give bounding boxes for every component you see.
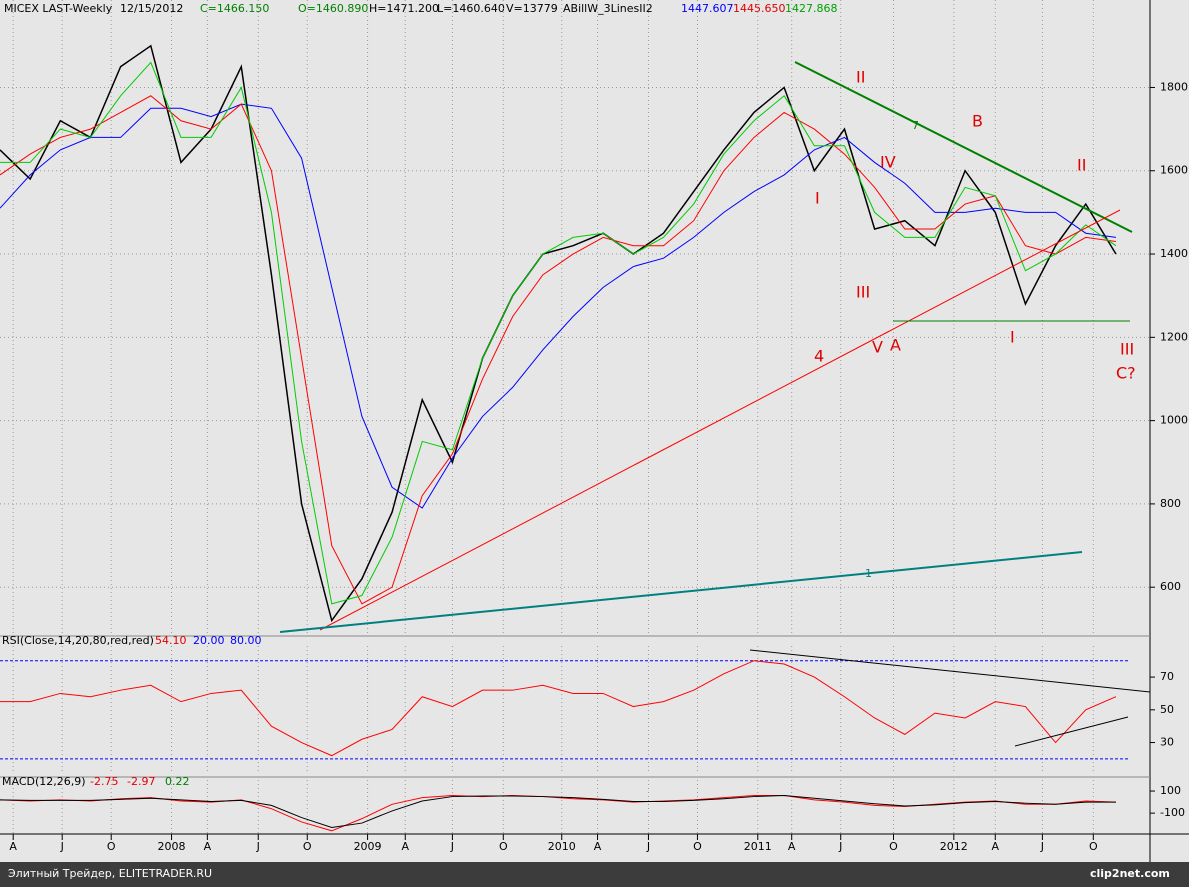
close: C=1466.150 (200, 2, 269, 15)
x-tick-label: A (788, 840, 796, 853)
series-line (0, 44, 1117, 623)
footer-brand[interactable]: clip2net.com (1090, 867, 1170, 880)
wave-label: A (890, 336, 901, 355)
x-tick-label: O (693, 840, 702, 853)
ind2: 1445.650 (733, 2, 786, 15)
line-label: 7 (912, 119, 919, 132)
x-tick-label: A (594, 840, 602, 853)
x-tick-label: A (992, 840, 1000, 853)
rsi-high: 80.00 (230, 634, 262, 647)
y-tick-label: 600 (1160, 580, 1181, 593)
x-tick-label: A (9, 840, 17, 853)
series-line (0, 61, 1117, 605)
y-tick-label: 30 (1160, 736, 1174, 749)
trend-line (279, 551, 1083, 633)
x-tick-label: J (646, 840, 650, 853)
rsi-last: 54.10 (155, 634, 187, 647)
x-tick-label: J (838, 840, 842, 853)
x-tick-label: J (450, 840, 454, 853)
line-label: 1 (865, 567, 872, 580)
y-tick-label: 1800 (1160, 80, 1188, 93)
x-tick-label: A (204, 840, 212, 853)
wave-label: III (1120, 340, 1134, 359)
ind1: 1447.607 (681, 2, 734, 15)
date: 12/15/2012 (120, 2, 183, 15)
drawings (279, 61, 1151, 747)
x-tick-label: 2010 (548, 840, 576, 853)
y-tick-label: 1400 (1160, 247, 1188, 260)
y-tick-label: 100 (1160, 784, 1181, 797)
wave-label: III (856, 283, 870, 302)
open: O=1460.890 (298, 2, 368, 15)
x-tick-label: O (889, 840, 898, 853)
y-tick-label: 1000 (1160, 414, 1188, 427)
header: MICEX LAST-Weekly 12/15/2012 C=1466.150 … (4, 2, 838, 15)
wave-label: V (872, 338, 883, 357)
x-tick-label: J (60, 840, 64, 853)
wave-label: IV (880, 153, 896, 172)
wave-label: II (1077, 156, 1086, 175)
macd-value: -2.75 (90, 775, 118, 788)
ind3: 1427.868 (785, 2, 838, 15)
y-tick-label: -100 (1160, 806, 1185, 819)
x-tick-label: O (499, 840, 508, 853)
x-tick-label: 2011 (744, 840, 772, 853)
x-tick-label: A (402, 840, 410, 853)
x-tick-label: 2008 (158, 840, 186, 853)
macd-title: MACD(12,26,9) (2, 775, 86, 788)
annotations: II 7 B IV I II III V A 4 I III C? 1 (814, 68, 1136, 581)
macd-hist: 0.22 (165, 775, 190, 788)
series-line (0, 660, 1117, 757)
wave-label: I (1010, 328, 1015, 347)
x-tick-label: O (107, 840, 116, 853)
trend-line (319, 209, 1121, 631)
x-tick-label: O (303, 840, 312, 853)
series-line (0, 103, 1116, 509)
x-tick-label: J (256, 840, 260, 853)
series-line (0, 794, 1116, 828)
wave-label: II (856, 68, 865, 87)
y-tick-label: 50 (1160, 703, 1174, 716)
indicator: ABillW_3LinesII2 (563, 2, 653, 15)
x-tick-label: J (1040, 840, 1044, 853)
high: H=1471.200 (369, 2, 439, 15)
trend-line (794, 61, 1133, 233)
x-tick-label: 2012 (940, 840, 968, 853)
macd-signal: -2.97 (127, 775, 155, 788)
plot: A J O 2008 A J O 2009 A J O 2010 A J O 2011 A J O 2012 A J O 60… (0, 0, 1188, 853)
symbol: MICEX LAST-Weekly (4, 2, 113, 15)
y-tick-label: 70 (1160, 670, 1174, 683)
rsi-low: 20.00 (193, 634, 225, 647)
wave-label: C? (1116, 364, 1136, 383)
wave-label: I (815, 189, 820, 208)
wave-label: B (972, 112, 983, 131)
x-tick-label: 2009 (354, 840, 382, 853)
footer-bar (0, 862, 1189, 887)
rsi-title: RSI(Close,14,20,80,red,red) (2, 634, 154, 647)
x-tick-label: O (1089, 840, 1098, 853)
volume: V=13779 (506, 2, 558, 15)
y-tick-label: 1600 (1160, 164, 1188, 177)
rsi-trend (1014, 716, 1129, 747)
y-tick-label: 800 (1160, 497, 1181, 510)
line-label: 4 (814, 347, 824, 366)
rsi-trend (749, 649, 1151, 693)
y-tick-label: 1200 (1160, 330, 1188, 343)
series-line (0, 95, 1116, 605)
footer-source: Элитный Трейдер, ELITETRADER.RU (8, 867, 212, 880)
low: L=1460.640 (437, 2, 505, 15)
